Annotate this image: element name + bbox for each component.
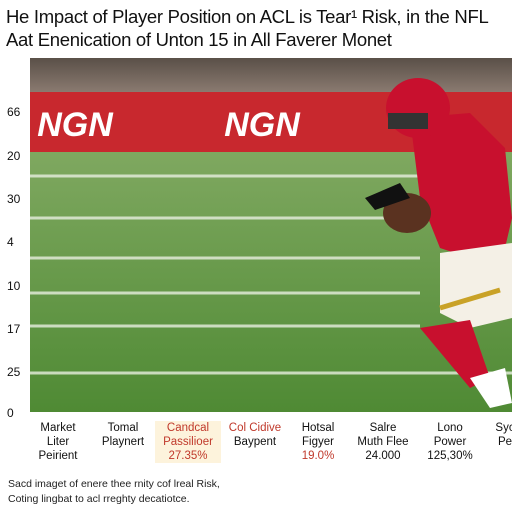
column-text: Passilioer <box>163 436 213 448</box>
axis-label: 30 <box>7 192 21 206</box>
column-text: Muth Flee <box>357 436 409 448</box>
title: He Impact of Player Position on ACL is T… <box>6 6 489 27</box>
column: Lono Power 125,30% <box>417 421 483 463</box>
column-text: Tomal <box>107 422 139 434</box>
column: Tomal Playnert <box>90 421 156 449</box>
axis-label: 4 <box>7 235 14 249</box>
column: Candcal Passilioer 27.35% <box>155 421 221 463</box>
column: Col Cidive Baypent <box>222 421 288 449</box>
column-text: 125,30% <box>427 450 473 462</box>
banner-text: NGN <box>224 106 301 144</box>
column-text: Market <box>40 422 76 434</box>
column-text: Lono <box>437 422 463 434</box>
axis-label: 17 <box>7 322 21 336</box>
banner-text: NGN <box>37 106 114 144</box>
column-text: Candcal <box>166 422 210 434</box>
column-text: 19.0% <box>301 450 335 462</box>
column-text: Syc <box>495 422 512 434</box>
column-text: Playnert <box>101 436 145 448</box>
column-text: Col Cidive <box>228 422 282 434</box>
footer-text: Coting lingbat to acl rreghty decatiotce… <box>8 493 190 505</box>
column-text: Liter <box>46 436 70 448</box>
column: Syc Pe <box>472 421 512 449</box>
column: Hotsal Figyer 19.0% <box>285 421 351 463</box>
column-text: 27.35% <box>168 450 208 462</box>
player <box>365 78 512 408</box>
column-text: Power <box>433 436 467 448</box>
column: Market Liter Peirient <box>25 421 91 463</box>
axis-label: 0 <box>7 406 14 420</box>
axis-label: 25 <box>7 365 21 379</box>
photo: NGN NGN <box>0 58 512 412</box>
subtitle: Aat Enenication of Unton 15 in All Faver… <box>6 29 392 50</box>
footer-text: Sacd imaget of enere thee rnity cof lrea… <box>8 478 220 490</box>
column: Salre Muth Flee 24.000 <box>350 421 416 463</box>
axis-label: 10 <box>7 279 21 293</box>
axis-label: 66 <box>7 105 21 119</box>
column-text: 24.000 <box>365 450 401 462</box>
column-text: Hotsal <box>301 422 335 434</box>
column-text: Peirient <box>38 450 78 462</box>
column-text: Figyer <box>302 436 334 448</box>
axis-label: 20 <box>7 149 21 163</box>
column-text: Pe <box>497 436 512 448</box>
column-text: Salre <box>369 422 397 434</box>
column-text: Baypent <box>233 436 277 448</box>
